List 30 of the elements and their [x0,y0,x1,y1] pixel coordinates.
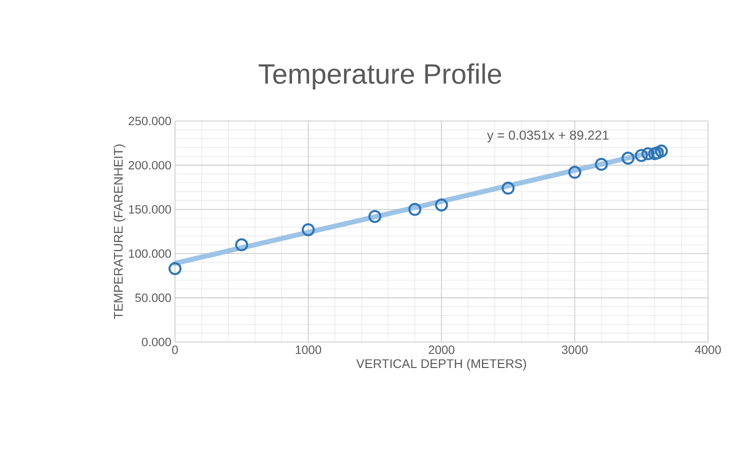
y-tick-label: 150.000 [129,205,171,214]
point [368,210,382,223]
y-tick-label: 100.000 [129,249,171,258]
y-tick-label: 50.000 [135,294,171,302]
point [594,158,608,171]
point [502,182,515,195]
point [622,152,635,165]
point [642,147,655,160]
y-axis-title: TEMPERATURE (FARENHEIT) [114,144,126,319]
y-tick-label: 250.000 [128,116,171,126]
point [235,238,248,252]
x-tick-label: 3000 [562,346,588,354]
point [568,166,582,179]
point [654,144,668,158]
point [302,223,315,236]
point [408,202,422,216]
point [648,147,662,160]
x-tick-label: 1000 [296,346,322,354]
point [168,262,182,276]
point [435,198,448,212]
x-axis-title: VERTICAL DEPTH (METERS) [356,358,526,371]
annotation: y = 0.0351x + 89.221 [487,130,609,142]
x-tick-label: 0 [172,346,178,354]
x-tick-label: 4000 [694,346,721,354]
chart-title: Temperature Profile [258,63,502,90]
y-tick-label: 200.000 [128,160,171,170]
point [634,148,648,162]
point [650,146,664,160]
x-tick-label: 2000 [428,346,454,354]
y-tick-label: 0.000 [142,338,171,346]
